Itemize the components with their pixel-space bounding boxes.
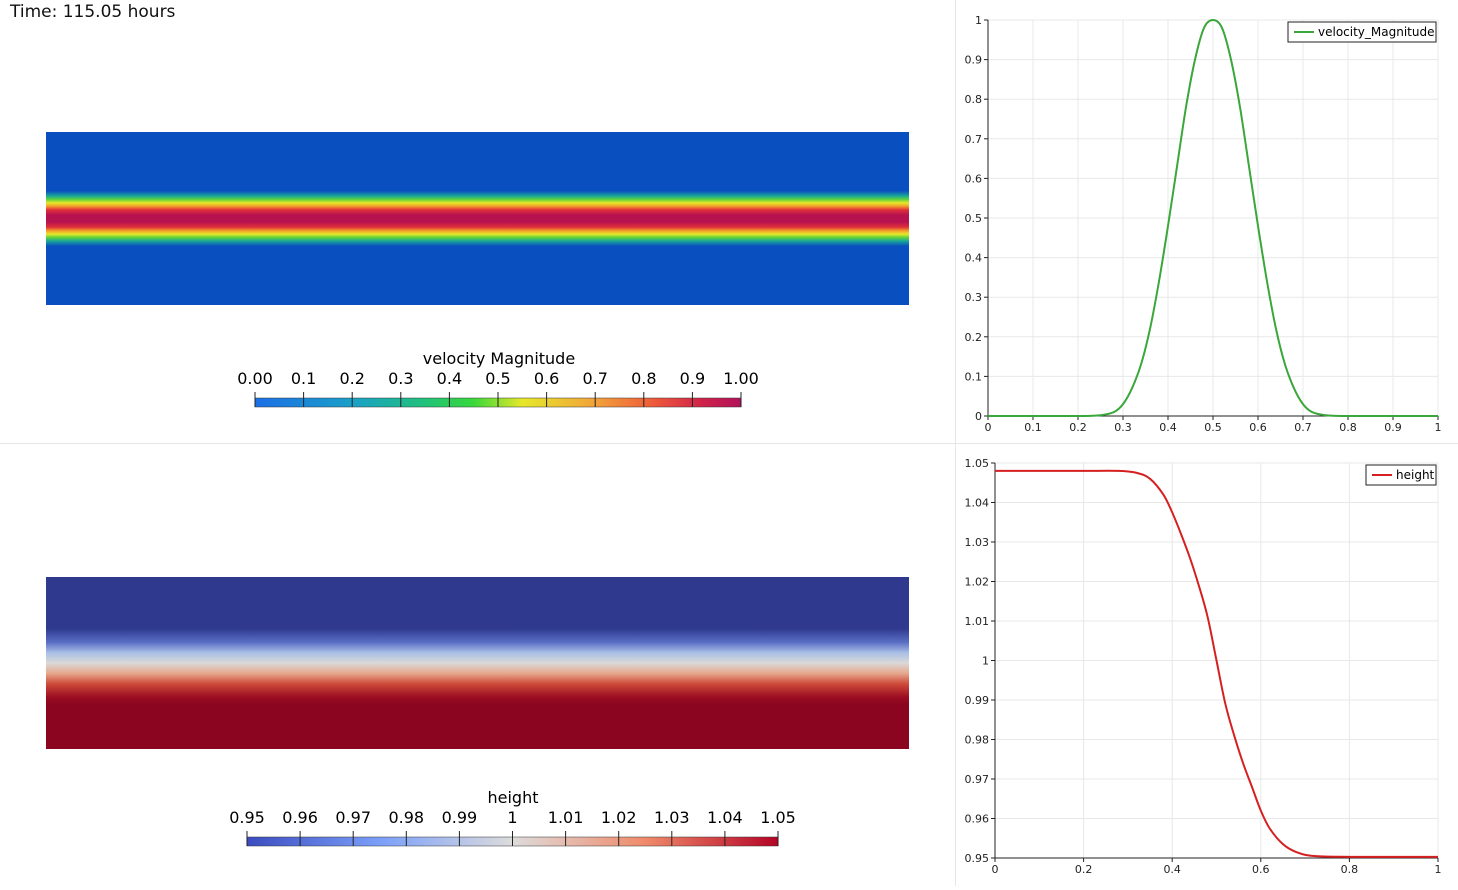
velocity-x-tick-label: 0.7: [1294, 421, 1312, 434]
height-colorbar-tick-label: 1.02: [601, 808, 637, 827]
height-colorbar: height 0.95 0.96 0.97 0.98 0.99 1 1.01 1.02 1.03…: [220, 785, 800, 851]
velocity-y-tick-label: 0.7: [965, 133, 983, 146]
height-y-tick-label: 0.98: [965, 734, 990, 747]
velocity-x-tick-label: 0.1: [1024, 421, 1042, 434]
velocity-colorbar: velocity Magnitude 0.00 0.1 0.2 0.3 0.4 0.5 0.…: [220, 346, 780, 410]
height-x-tick-label: 0.8: [1341, 863, 1359, 876]
velocity-y-tick-label: 0.4: [965, 252, 983, 265]
height-legend-label: height: [1396, 468, 1435, 482]
height-y-tick-label: 1.03: [965, 536, 990, 549]
velocity-colorbar-tick-label: 0.1: [291, 369, 316, 388]
height-colorbar-tick-label: 0.98: [388, 808, 424, 827]
velocity-colorbar-title: velocity Magnitude: [423, 349, 575, 368]
velocity-y-tick-label: 0.2: [965, 331, 983, 344]
velocity-line-chart[interactable]: 0 0.1 0.2 0.3 0.4 0.5 0.6 0.7 0.8 0.9 1 0 0.1 0.2 0.3 0…: [956, 0, 1458, 443]
height-line-chart[interactable]: 0 0.2 0.4 0.6 0.8 1 0.95 0.96 0.97 0.98 0.99 1 1.01 1…: [956, 444, 1458, 886]
height-colorbar-tick-label: 1.03: [654, 808, 690, 827]
height-colorbar-tick-label: 1.04: [707, 808, 743, 827]
height-y-tick-label: 1: [982, 655, 989, 668]
velocity-legend: velocity_Magnitude: [1287, 21, 1437, 43]
height-x-tick-label: 1: [1435, 863, 1442, 876]
height-y-tick-label: 1.05: [965, 457, 990, 470]
height-y-tick-label: 0.97: [965, 773, 990, 786]
velocity-legend-label: velocity_Magnitude: [1318, 25, 1434, 39]
height-colorbar-tick-label: 1.01: [548, 808, 584, 827]
height-colorbar-tick-label: 1: [507, 808, 517, 827]
height-legend-box: [1365, 464, 1437, 486]
velocity-x-tick-label: 1: [1435, 421, 1442, 434]
velocity-legend-box: [1287, 21, 1437, 43]
height-colorbar-tick-label: 0.99: [442, 808, 478, 827]
velocity-colorbar-tick-label: 0.2: [339, 369, 364, 388]
velocity-y-tick-label: 1: [975, 14, 982, 27]
velocity-x-tick-label: 0.3: [1114, 421, 1132, 434]
velocity-x-tick-label: 0.2: [1069, 421, 1087, 434]
velocity-y-tick-label: 0.8: [965, 93, 983, 106]
height-colorbar-tick-label: 0.96: [282, 808, 318, 827]
height-y-tick-label: 1.02: [965, 576, 990, 589]
velocity-field-image: [46, 132, 909, 305]
velocity-x-tick-label: 0.4: [1159, 421, 1177, 434]
velocity-colorbar-tick-label: 0.9: [680, 369, 705, 388]
height-colorbar-tick-label: 0.97: [335, 808, 371, 827]
velocity-colorbar-tick-label: 0.4: [437, 369, 462, 388]
velocity-colorbar-tick-label: 0.00: [237, 369, 273, 388]
height-x-tick-label: 0: [992, 863, 999, 876]
height-field-image: [46, 577, 909, 749]
velocity-grid: [987, 19, 1439, 417]
velocity-colorbar-tick-label: 0.3: [388, 369, 413, 388]
velocity-colorbar-tick-label: 0.7: [582, 369, 607, 388]
height-colorbar-tick-label: 1.05: [760, 808, 796, 827]
height-y-tick-label: 0.99: [965, 694, 990, 707]
height-colorbar-tick-label: 0.95: [229, 808, 265, 827]
height-y-tick-label: 1.04: [965, 497, 990, 510]
horizontal-divider: [0, 443, 1458, 444]
velocity-x-tick-label: 0: [985, 421, 992, 434]
height-field-render[interactable]: [46, 577, 909, 749]
velocity-y-tick-label: 0.1: [965, 370, 983, 383]
height-x-tick-label: 0.6: [1252, 863, 1270, 876]
velocity-field-render[interactable]: [46, 132, 909, 305]
velocity-colorbar-tick-label: 0.5: [485, 369, 510, 388]
vertical-divider: [955, 0, 956, 886]
velocity-series-line: [987, 18, 1438, 418]
velocity-colorbar-tick-label: 0.6: [534, 369, 559, 388]
height-series-line: [995, 469, 1438, 858]
velocity-colorbar-tick-label: 1.00: [723, 369, 759, 388]
velocity-y-tick-label: 0.5: [965, 212, 983, 225]
height-y-tick-label: 1.01: [965, 615, 990, 628]
velocity-y-tick-label: 0.9: [965, 54, 983, 67]
height-y-tick-label: 0.95: [965, 852, 990, 865]
velocity-x-tick-label: 0.6: [1249, 421, 1267, 434]
velocity-y-tick-label: 0: [975, 410, 982, 423]
velocity-colorbar-tick-label: 0.8: [631, 369, 656, 388]
height-legend: height: [1365, 464, 1437, 486]
height-y-tick-label: 0.96: [965, 813, 990, 826]
time-label: Time: 115.05 hours: [10, 2, 176, 22]
velocity-y-tick-label: 0.3: [965, 291, 983, 304]
height-colorbar-title: height: [488, 788, 539, 807]
velocity-y-tick-label: 0.6: [965, 172, 983, 185]
velocity-x-tick-label: 0.9: [1384, 421, 1402, 434]
velocity-x-tick-label: 0.8: [1339, 421, 1357, 434]
height-x-tick-label: 0.4: [1163, 863, 1181, 876]
height-x-tick-label: 0.2: [1075, 863, 1093, 876]
velocity-x-tick-label: 0.5: [1204, 421, 1222, 434]
